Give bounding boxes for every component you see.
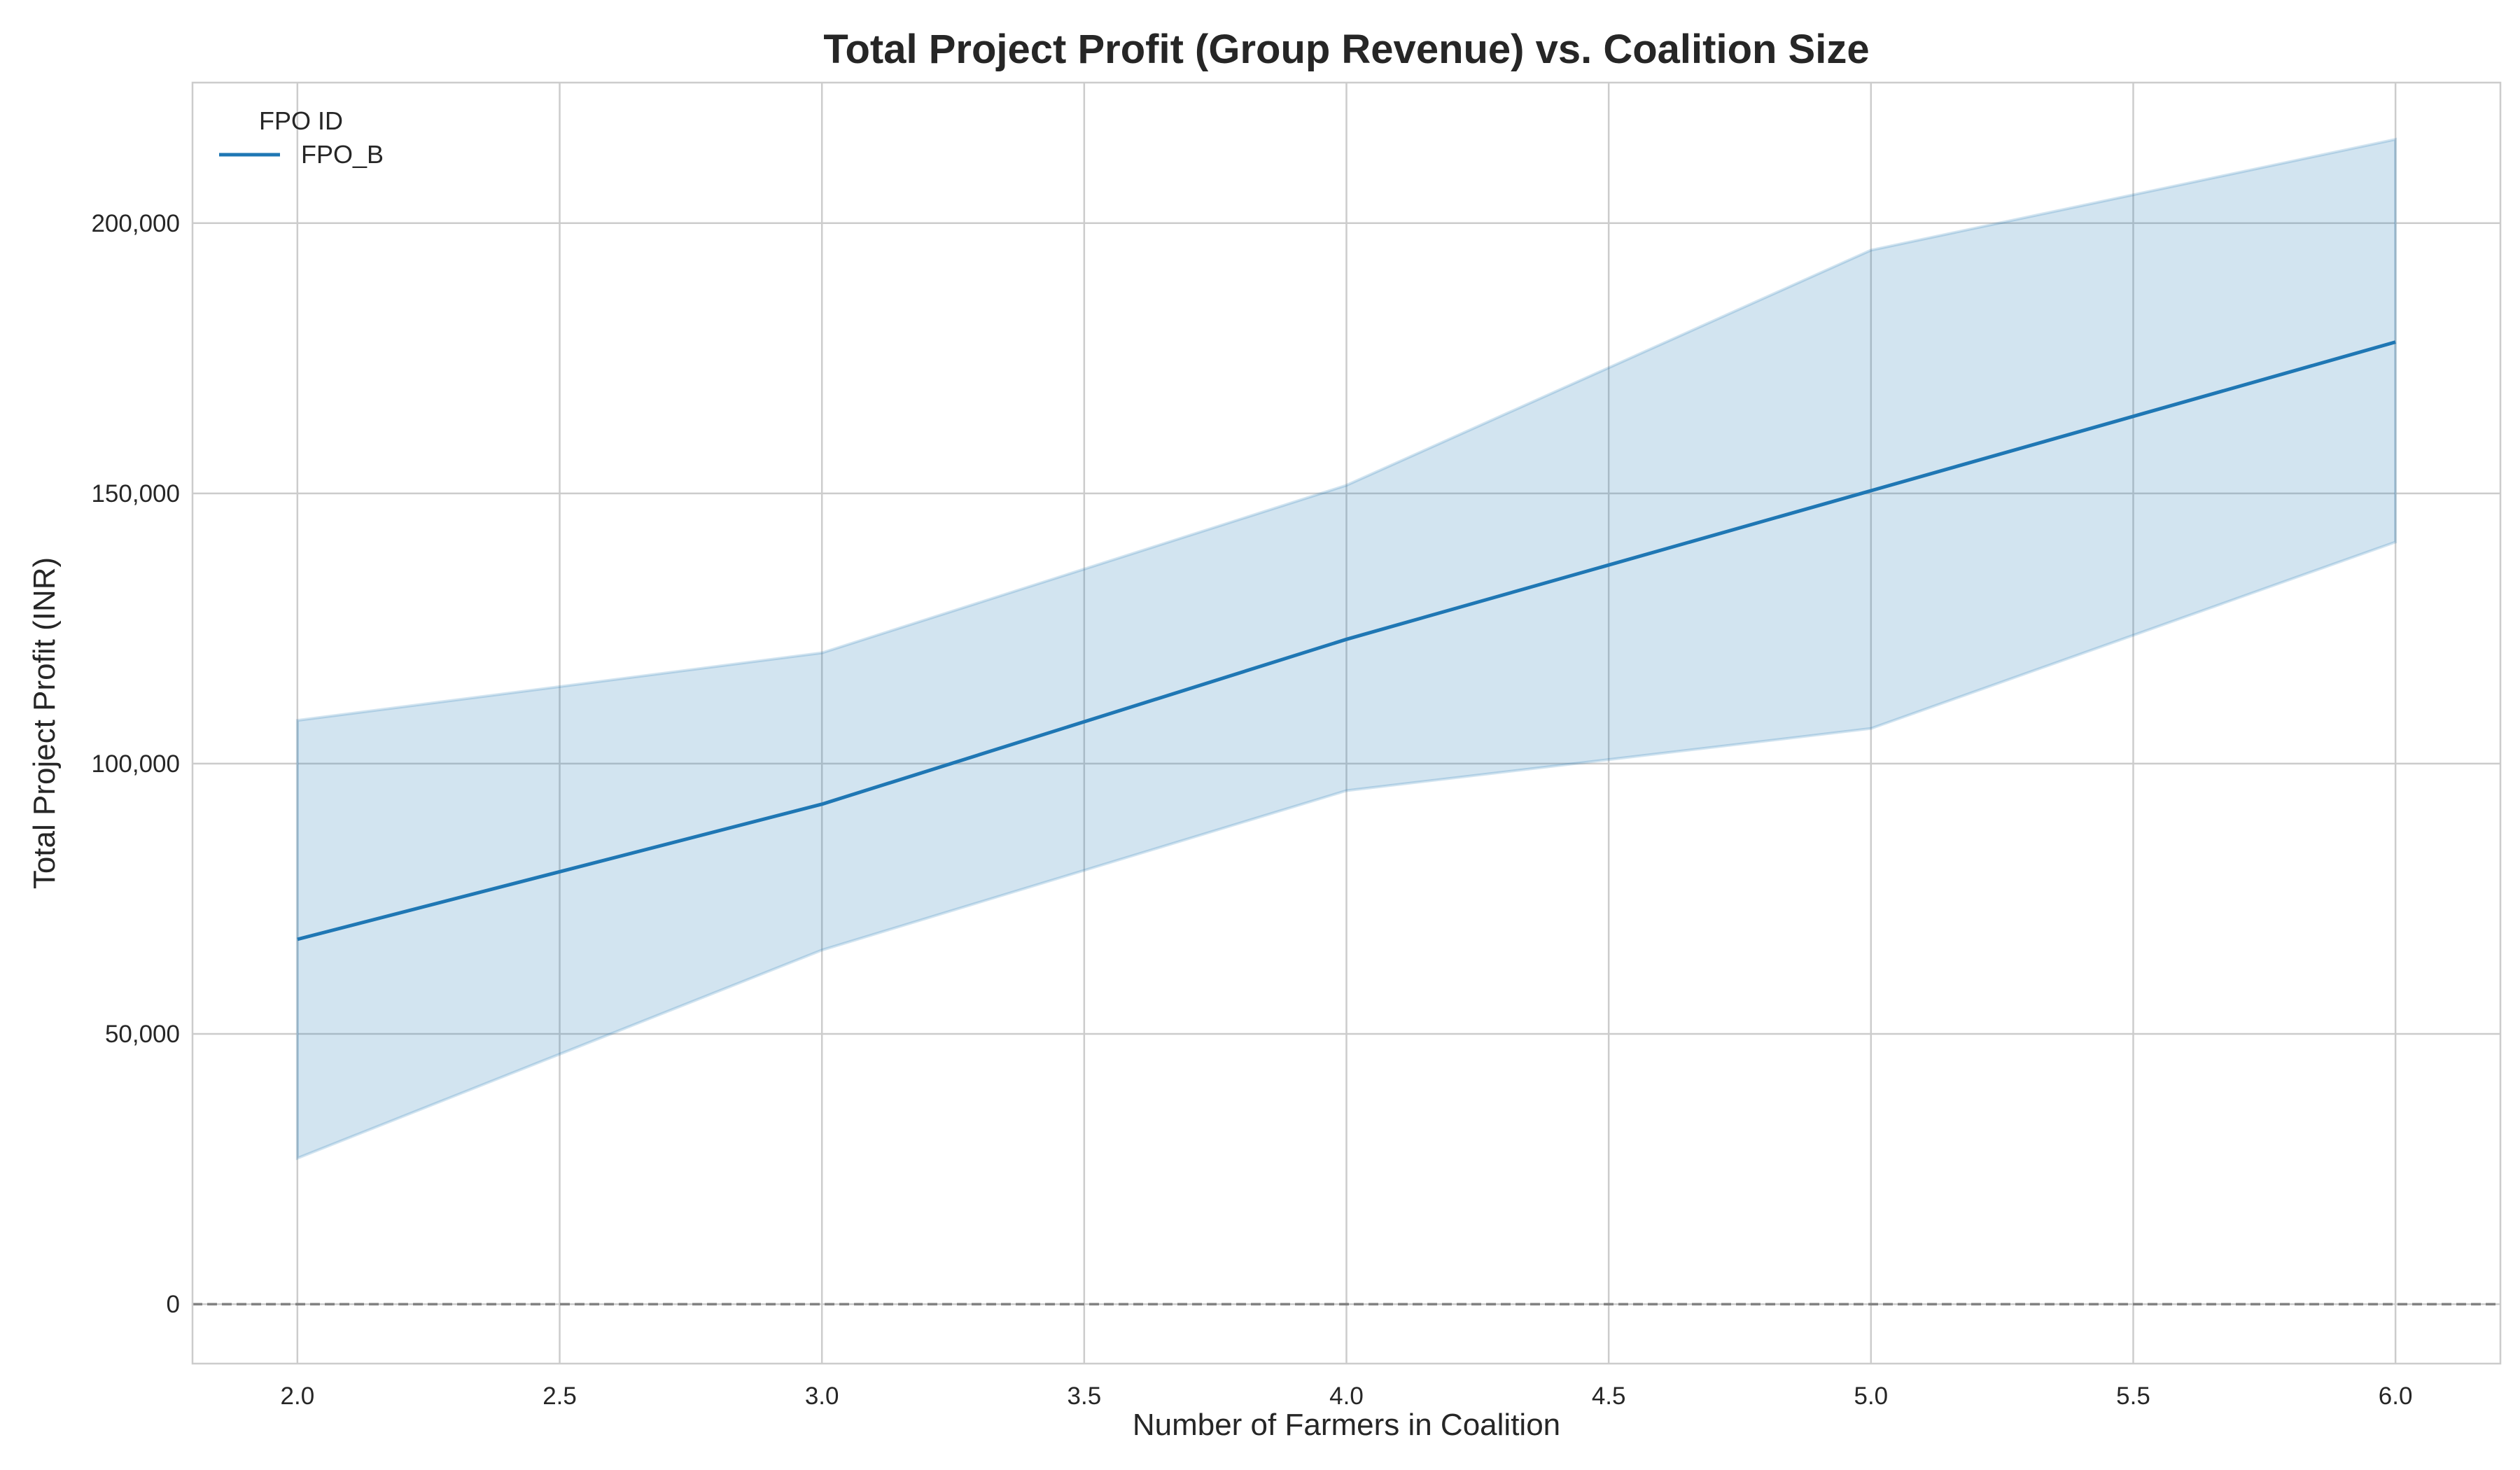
series-lines bbox=[297, 340, 2396, 941]
y-tick-label: 100,000 bbox=[91, 750, 180, 778]
x-tick-label: 5.0 bbox=[1854, 1382, 1888, 1410]
x-tick-label: 2.5 bbox=[542, 1382, 577, 1410]
y-tick-label: 200,000 bbox=[91, 210, 180, 237]
chart-title: Total Project Profit (Group Revenue) vs.… bbox=[823, 27, 1869, 72]
y-tick-labels: 0 50,000 100,000 150,000 200,000 bbox=[91, 210, 180, 1318]
grid bbox=[192, 83, 2500, 1364]
confidence-bands bbox=[295, 137, 2398, 1161]
y-tick-label: 0 bbox=[167, 1291, 180, 1318]
x-tick-label: 4.0 bbox=[1329, 1382, 1364, 1410]
x-tick-label: 2.0 bbox=[281, 1382, 315, 1410]
x-tick-labels: 2.0 2.5 3.0 3.5 4.0 4.5 5.0 5.5 6.0 bbox=[281, 1382, 2413, 1410]
y-tick-label: 50,000 bbox=[105, 1021, 180, 1048]
confidence-band bbox=[295, 137, 2398, 1161]
x-tick-label: 3.5 bbox=[1068, 1382, 1102, 1410]
y-axis-label: Total Project Profit (INR) bbox=[27, 557, 62, 889]
plot-frame bbox=[191, 81, 2502, 1365]
legend-entry-label: FPO_B bbox=[301, 140, 384, 169]
y-tick-label: 150,000 bbox=[91, 480, 180, 507]
x-tick-label: 4.5 bbox=[1592, 1382, 1626, 1410]
x-axis-label: Number of Farmers in Coalition bbox=[1133, 1408, 1560, 1442]
x-tick-label: 5.5 bbox=[2116, 1382, 2150, 1410]
x-tick-label: 6.0 bbox=[2379, 1382, 2413, 1410]
x-tick-label: 3.0 bbox=[805, 1382, 839, 1410]
legend-title: FPO ID bbox=[259, 106, 343, 135]
legend: FPO ID FPO_B bbox=[219, 106, 384, 169]
